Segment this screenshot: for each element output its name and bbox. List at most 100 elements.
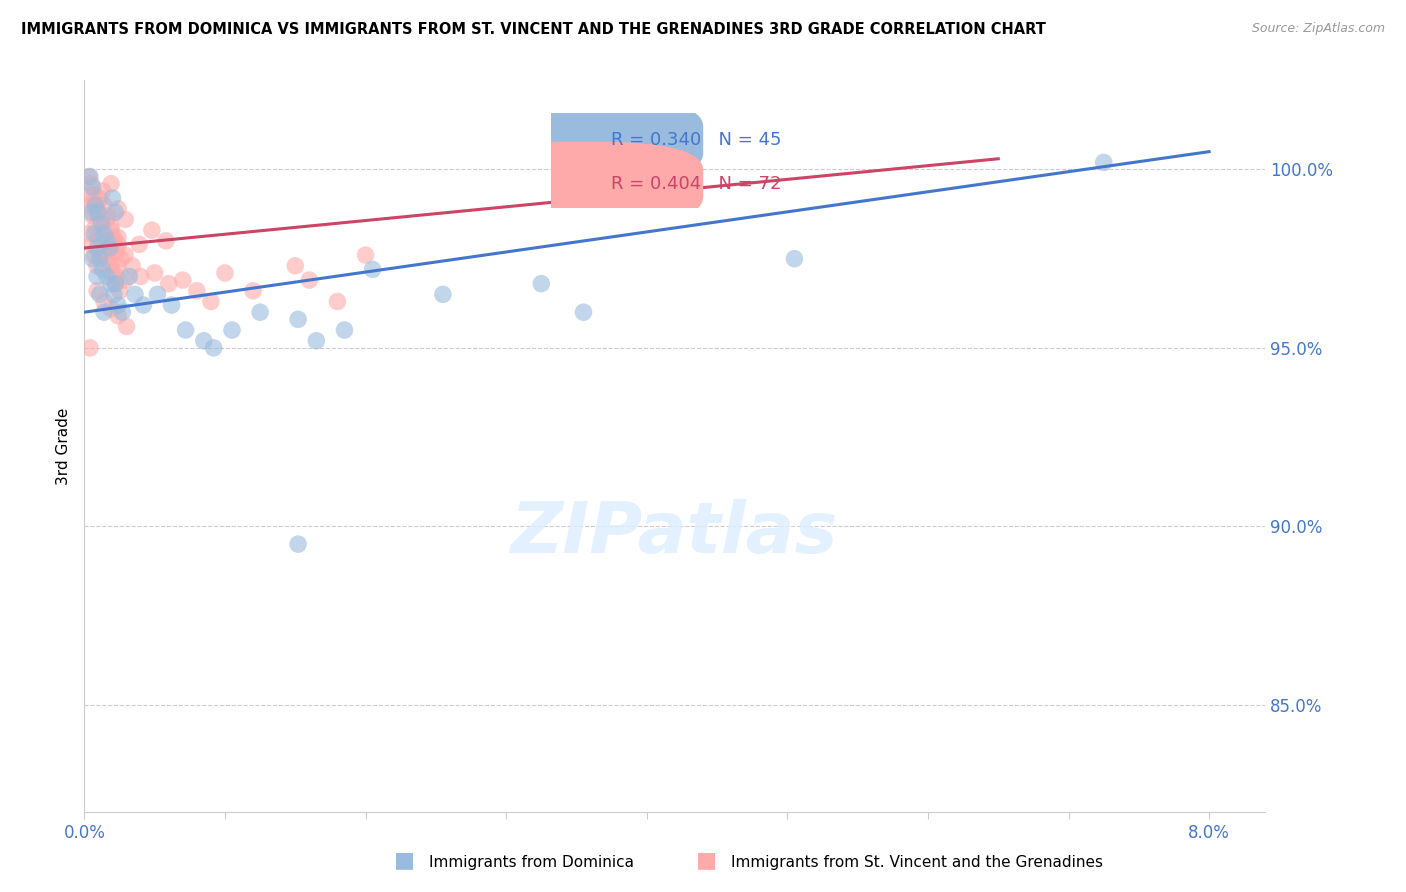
Point [107,230,129,244]
Point [104,277,127,291]
Point [100,277,122,291]
Text: R = 0.340   N = 45: R = 0.340 N = 45 [612,131,782,149]
Point [80,177,103,191]
FancyBboxPatch shape [456,142,703,226]
Point [146,287,169,301]
Point [115,319,138,334]
Point [90,234,112,248]
Point [100,237,122,252]
Point [96,234,118,248]
Text: Immigrants from St. Vincent and the Grenadines: Immigrants from St. Vincent and the Gren… [731,855,1104,870]
Point [193,334,215,348]
Point [77,227,100,241]
Point [186,284,208,298]
Point [333,323,356,337]
Point [107,309,129,323]
Point [160,298,183,312]
Point [82,209,104,223]
Point [82,180,104,194]
Text: IMMIGRANTS FROM DOMINICA VS IMMIGRANTS FROM ST. VINCENT AND THE GRENADINES 3RD G: IMMIGRANTS FROM DOMINICA VS IMMIGRANTS F… [21,22,1046,37]
Point [155,234,177,248]
Point [91,262,114,277]
Point [83,187,105,202]
Point [105,244,128,259]
Point [114,273,136,287]
Point [91,184,114,198]
FancyBboxPatch shape [456,98,703,182]
Point [214,266,236,280]
Point [83,194,105,209]
Point [284,259,307,273]
Point [82,252,104,266]
Point [93,227,115,241]
Point [107,202,129,216]
Point [172,273,194,287]
Point [1092,155,1115,169]
Point [90,216,112,230]
Point [101,237,124,252]
Point [80,205,103,219]
Text: Immigrants from Dominica: Immigrants from Dominica [429,855,634,870]
Point [200,294,222,309]
Point [100,301,122,316]
Point [100,259,122,273]
Point [141,223,163,237]
Point [94,244,117,259]
Point [98,241,121,255]
Point [103,287,125,301]
Point [77,169,100,184]
Point [89,287,111,301]
Point [114,212,136,227]
Point [221,323,243,337]
Point [86,284,108,298]
Point [91,216,114,230]
Point [107,259,129,273]
Point [96,212,118,227]
Point [96,248,118,262]
Point [157,277,180,291]
Point [83,248,105,262]
Point [89,252,111,266]
Point [432,287,454,301]
Point [111,305,134,319]
Point [86,269,108,284]
Point [84,219,107,234]
Point [129,269,152,284]
Point [110,252,132,266]
Point [79,198,101,212]
Point [174,323,197,337]
Point [84,198,107,212]
Point [87,230,110,244]
Point [572,305,595,319]
Point [101,191,124,205]
Point [143,266,166,280]
Point [93,305,115,319]
Point [287,312,309,326]
Point [103,234,125,248]
Point [83,227,105,241]
Point [97,209,120,223]
Point [530,277,553,291]
Point [86,198,108,212]
Point [86,205,108,219]
Point [118,269,141,284]
Point [202,341,225,355]
Point [104,277,127,291]
Point [91,219,114,234]
Point [91,248,114,262]
Point [101,266,124,280]
Point [354,248,377,262]
Point [100,177,122,191]
Point [100,219,122,234]
Point [104,205,127,219]
Point [83,198,105,212]
Point [93,198,115,212]
Text: ZIPatlas: ZIPatlas [512,500,838,568]
Point [242,284,264,298]
Point [80,237,103,252]
Text: ■: ■ [394,850,415,870]
Y-axis label: 3rd Grade: 3rd Grade [56,408,72,484]
Point [86,241,108,255]
Point [87,205,110,219]
Point [100,223,122,237]
